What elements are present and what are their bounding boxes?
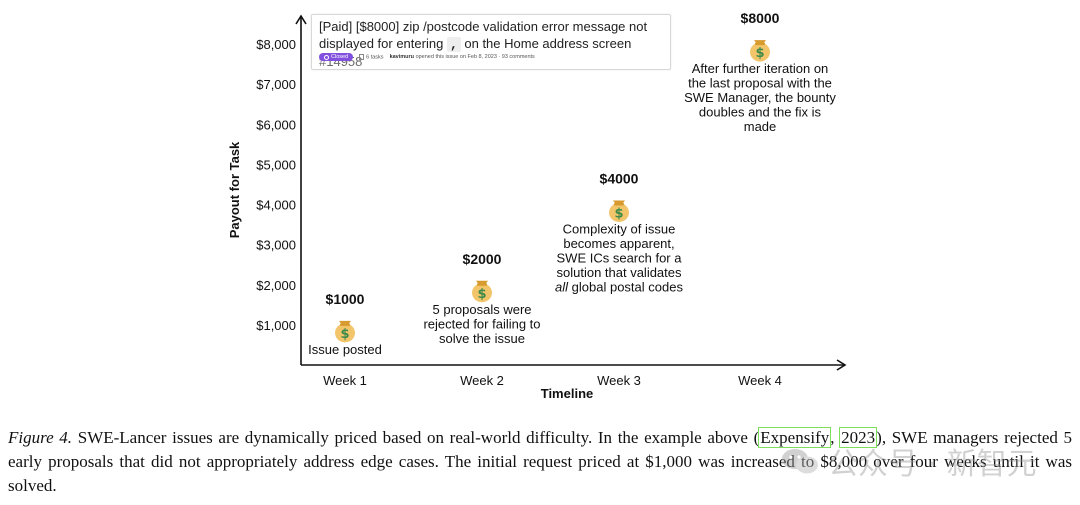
money-bag-icon: $ [335, 320, 355, 343]
caption-text-end: ), SWE managers rejected 5 early proposa… [8, 428, 1073, 495]
money-bag-tie [755, 42, 765, 46]
issue-opened-info: kavimuru opened this issue on Feb 8, 202… [390, 54, 535, 60]
chart-axes [295, 14, 847, 371]
money-bag-icon: $ [750, 40, 770, 62]
issue-title-line2: displayed for entering [319, 36, 444, 51]
payout-timeline-chart: $1,000 $2,000 $3,000 $4,000 $5,000 $6,000 $7,0… [227, 10, 847, 401]
x-tick-label: Week 3 [597, 373, 641, 388]
issue-meta-text: opened this issue on Feb 8, 2023 · 93 co… [415, 54, 535, 60]
github-issue-card: [Paid] [$8000] zip /postcode validation … [311, 14, 671, 70]
x-axis-ticks: Week 1 Week 2 Week 3 Week 4 [323, 373, 782, 388]
x-tick-label: Week 1 [323, 373, 367, 388]
status-badge: Closed [319, 53, 354, 61]
point-annotation-line: solution that validates [556, 265, 682, 280]
figure-caption: Figure 4. SWE-Lancer issues are dynamica… [8, 426, 1072, 498]
y-tick-label: $2,000 [256, 278, 296, 293]
point-annotation-line: doubles and the fix is [699, 105, 822, 120]
y-tick-label: $5,000 [256, 157, 296, 172]
point-value-label: $4000 [600, 171, 639, 187]
x-axis-label: Timeline [541, 386, 594, 401]
issue-title: [Paid] [$8000] zip /postcode validation … [319, 18, 669, 70]
tasks-icon [359, 53, 365, 60]
point-annotation-line: SWE Manager, the bounty [684, 90, 836, 105]
citation-separator: , [830, 428, 841, 447]
x-tick-label: Week 2 [460, 373, 504, 388]
y-tick-label: $1,000 [256, 318, 296, 333]
y-axis-arrow [295, 14, 307, 25]
check-circle-icon [324, 54, 329, 60]
figure-label: Figure 4. [8, 428, 73, 447]
y-tick-label: $6,000 [256, 117, 296, 132]
money-bag-body [609, 203, 629, 223]
wechat-icon [780, 446, 820, 476]
watermark: 公众号 · 新智元 [780, 440, 1070, 482]
issue-title-code: , [446, 37, 461, 52]
y-tick-label: $3,000 [256, 238, 296, 253]
point-annotation-line: Complexity of issue [563, 222, 676, 237]
point-annotation-line: all global postal codes [555, 280, 683, 295]
money-bag-icon: $ [609, 200, 629, 223]
issue-title-line1: [Paid] [$8000] zip /postcode validation … [319, 19, 648, 34]
y-tick-label: $8,000 [256, 37, 296, 52]
point-annotation-line: the last proposal with the [688, 76, 832, 91]
point-annotation-line: rejected for failing to [423, 316, 540, 331]
point-annotation-line: becomes apparent, [563, 236, 674, 251]
money-bag-body [472, 283, 492, 303]
tasks-label: 6 tasks [366, 54, 384, 61]
point-value-label: $1000 [326, 291, 365, 307]
issue-title-line2-end: on the Home address screen [464, 36, 632, 51]
y-tick-label: $7,000 [256, 77, 296, 92]
x-tick-label: Week 4 [738, 373, 782, 388]
dollar-sign: $ [755, 46, 764, 61]
watermark-text: 公众号 · 新智元 [828, 447, 1037, 482]
dollar-sign: $ [477, 287, 486, 302]
point-annotation-line: made [744, 119, 777, 134]
point-annotation-line: 5 proposals were [433, 302, 532, 317]
data-point: $1000 $Issue posted [308, 291, 382, 357]
issue-meta: Closed 6 tasks kavimuru opened this issu… [319, 53, 535, 61]
point-annotation-line: Issue posted [308, 342, 382, 357]
y-axis-label: Payout for Task [227, 141, 242, 238]
dollar-sign: $ [614, 207, 623, 222]
money-bag-tie [614, 203, 624, 206]
money-bag-icon: $ [472, 280, 492, 303]
money-bag-tie [340, 323, 350, 326]
status-badge-label: Closed [331, 54, 349, 60]
point-annotation-line: After further iteration on [692, 61, 829, 76]
dollar-sign: $ [340, 327, 349, 342]
point-value-label: $8000 [741, 10, 780, 26]
money-bag-body [335, 323, 355, 343]
money-bag-tie [477, 283, 487, 286]
money-bag-body [750, 42, 770, 62]
tasks-count: 6 tasks [359, 53, 384, 61]
y-tick-label: $4,000 [256, 198, 296, 213]
point-value-label: $2000 [463, 251, 502, 267]
x-axis-arrow [836, 359, 847, 371]
issue-author: kavimuru [389, 54, 415, 60]
y-axis-ticks: $1,000 $2,000 $3,000 $4,000 $5,000 $6,000 $7,0… [256, 37, 296, 333]
citation-link-year[interactable]: 2023 [839, 427, 878, 448]
citation-link-expensify[interactable]: Expensify [758, 427, 832, 448]
point-annotation-line: solve the issue [439, 331, 525, 346]
caption-text-start: SWE-Lancer issues are dynamically priced… [77, 428, 760, 447]
data-points: $1000$Issue posted$2000$5 proposals were… [308, 10, 836, 357]
point-annotation-line: SWE ICs search for a [557, 251, 683, 266]
